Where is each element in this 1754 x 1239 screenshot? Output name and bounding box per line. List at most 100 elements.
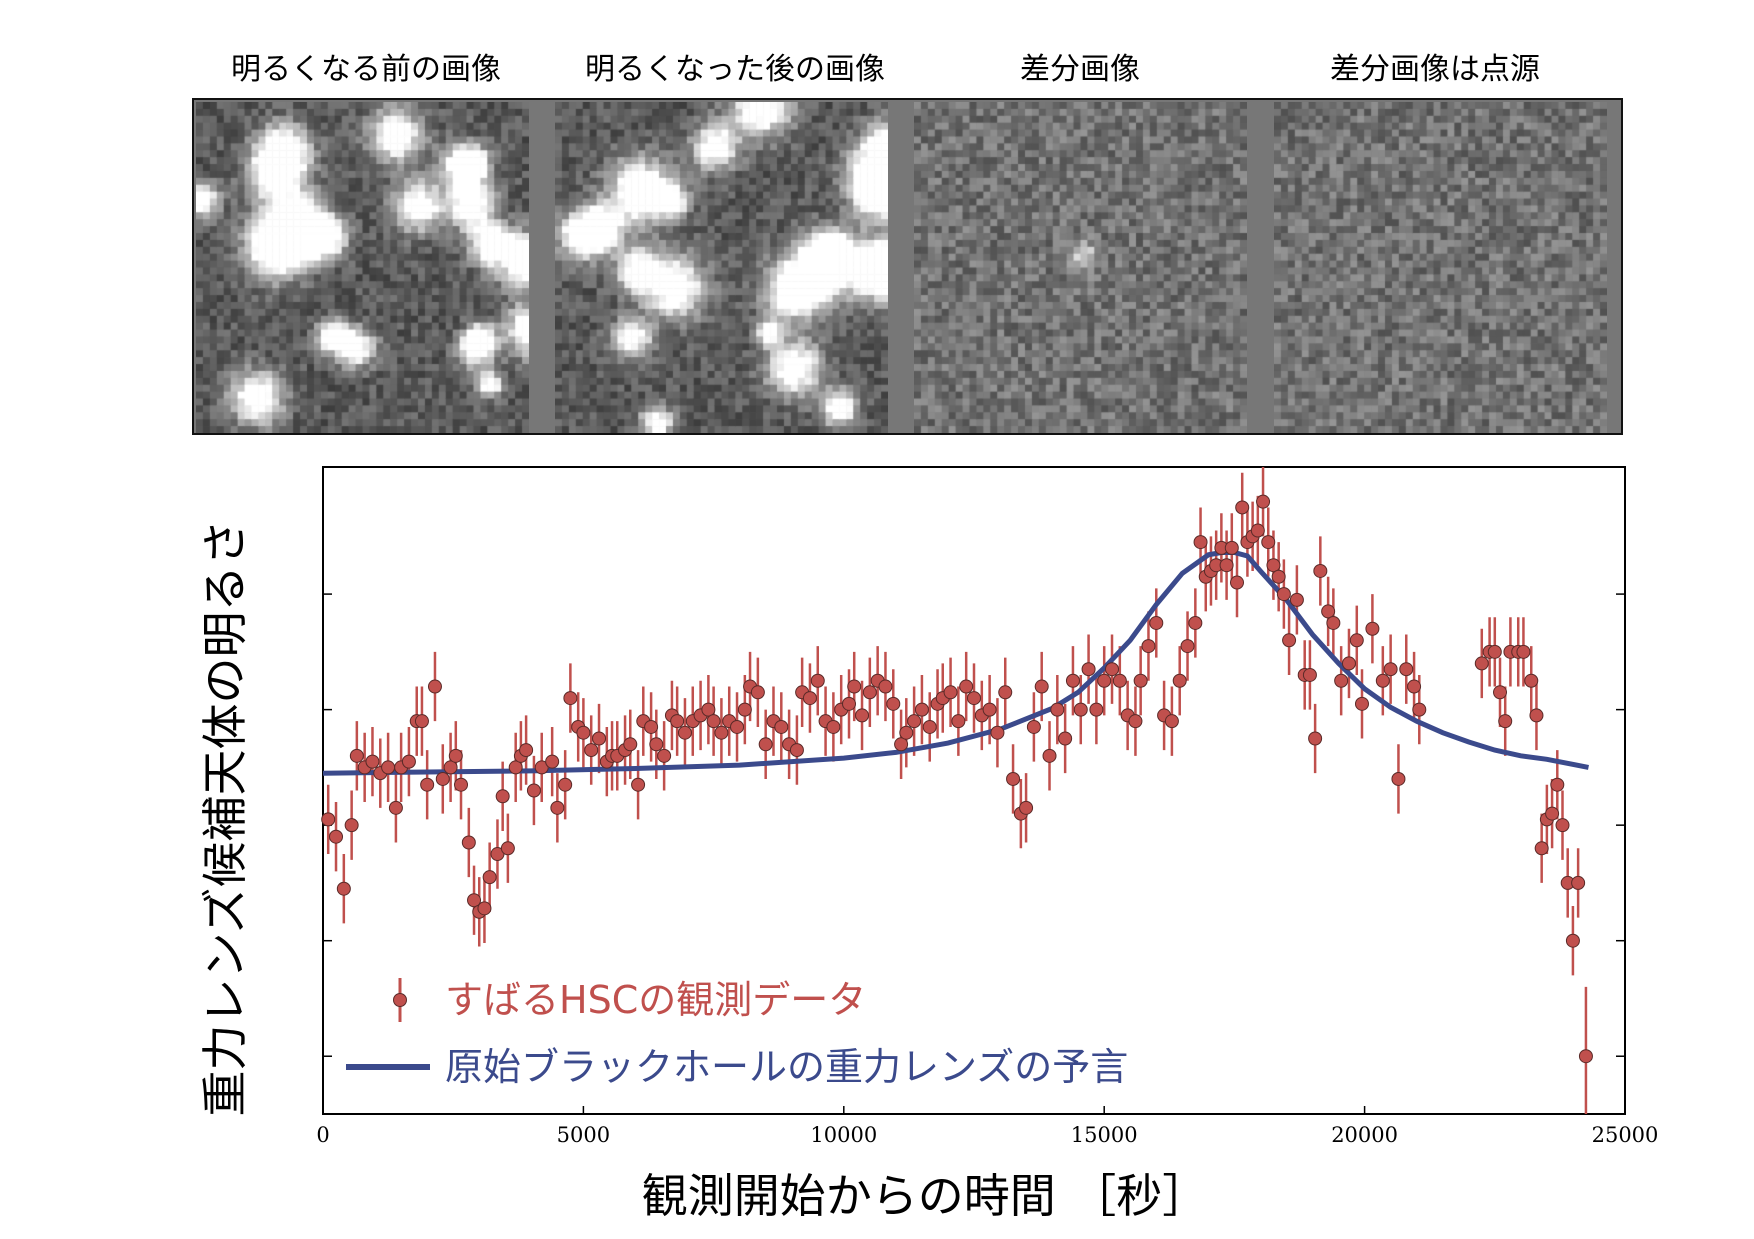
data-point xyxy=(1128,714,1143,729)
data-point xyxy=(467,893,482,908)
data-point xyxy=(1349,633,1364,648)
data-point xyxy=(670,714,685,729)
data-point xyxy=(1565,933,1580,948)
data-point xyxy=(1391,771,1406,786)
data-point xyxy=(730,719,745,734)
data-point xyxy=(706,714,721,729)
data-point xyxy=(1193,535,1208,550)
data-point xyxy=(1230,575,1245,590)
panel-title-before: 明るくなる前の画像 xyxy=(231,52,501,87)
x-tick-label: 0 xyxy=(316,1123,329,1147)
data-point xyxy=(1073,702,1088,717)
data-point xyxy=(677,725,692,740)
data-point xyxy=(1545,806,1560,821)
data-point xyxy=(1188,615,1203,630)
x-axis-label: 観測開始からの時間 ［秒］ xyxy=(641,1169,1209,1223)
data-point xyxy=(1354,696,1369,711)
data-point xyxy=(1026,719,1041,734)
data-point xyxy=(1276,587,1291,602)
data-point xyxy=(1321,604,1336,619)
data-point xyxy=(1112,673,1127,688)
data-point xyxy=(886,696,901,711)
data-point xyxy=(826,719,841,734)
data-point xyxy=(758,737,773,752)
data-point xyxy=(1534,841,1549,856)
data-point xyxy=(1550,777,1565,792)
data-point xyxy=(1341,656,1356,671)
x-tick-labels: 0 5000 10000 15000 20000 25000 xyxy=(316,1123,1658,1147)
data-point xyxy=(847,679,862,694)
data-point xyxy=(878,679,893,694)
data-point xyxy=(649,737,664,752)
legend-label-prediction: 原始ブラックホールの重力レンズの予言 xyxy=(445,1045,1128,1089)
legend-label-data: すばるHSCの観測データ xyxy=(445,978,866,1022)
data-point xyxy=(894,737,909,752)
data-point xyxy=(482,870,497,885)
data-point xyxy=(1105,662,1120,677)
data-point xyxy=(1180,639,1195,654)
data-point xyxy=(922,719,937,734)
data-point xyxy=(365,754,380,769)
data-point xyxy=(1578,1049,1593,1064)
data-point xyxy=(576,725,591,740)
data-point xyxy=(1555,818,1570,833)
image-difference xyxy=(914,102,1247,433)
data-point xyxy=(1081,662,1096,677)
data-point xyxy=(959,679,974,694)
data-point xyxy=(907,714,922,729)
data-point xyxy=(1261,535,1276,550)
data-point xyxy=(998,685,1013,700)
data-point xyxy=(714,725,729,740)
data-point xyxy=(1271,569,1286,584)
data-point xyxy=(545,754,560,769)
data-point xyxy=(1334,673,1349,688)
data-point xyxy=(774,719,789,734)
data-point xyxy=(1235,500,1250,515)
data-point xyxy=(435,771,450,786)
data-point xyxy=(1289,592,1304,607)
data-point xyxy=(1141,639,1156,654)
data-point xyxy=(381,760,396,775)
data-point xyxy=(951,714,966,729)
data-point xyxy=(623,737,638,752)
data-point xyxy=(789,743,804,758)
data-point xyxy=(344,818,359,833)
data-point xyxy=(1266,558,1281,573)
data-point xyxy=(1019,800,1034,815)
data-point xyxy=(1487,644,1502,659)
data-point xyxy=(584,743,599,758)
data-point xyxy=(1365,621,1380,636)
data-points xyxy=(321,494,1593,1064)
data-point xyxy=(420,777,435,792)
data-point xyxy=(1050,702,1065,717)
data-point xyxy=(943,685,958,700)
data-point xyxy=(414,714,429,729)
data-point xyxy=(1524,673,1539,688)
data-point xyxy=(519,743,534,758)
data-point xyxy=(737,702,752,717)
data-point xyxy=(550,800,565,815)
image-difference-point-source xyxy=(1274,102,1607,433)
data-point xyxy=(657,748,672,763)
x-tick-label: 15000 xyxy=(1071,1123,1138,1147)
panel-title-point-source: 差分画像は点源 xyxy=(1330,52,1540,87)
data-point xyxy=(321,812,336,827)
data-point xyxy=(1529,708,1544,723)
data-point xyxy=(526,783,541,798)
data-point xyxy=(810,673,825,688)
data-point xyxy=(443,760,458,775)
data-point xyxy=(644,719,659,734)
y-axis-label: 重力レンズ候補天体の明るさ xyxy=(198,519,252,1117)
x-tick-label: 5000 xyxy=(557,1123,610,1147)
data-point xyxy=(558,777,573,792)
x-tick-label: 20000 xyxy=(1331,1123,1398,1147)
image-strip xyxy=(192,98,1623,435)
data-point xyxy=(1164,714,1179,729)
data-point xyxy=(1133,673,1148,688)
data-point xyxy=(1219,558,1234,573)
data-point xyxy=(448,748,463,763)
data-point xyxy=(454,777,469,792)
data-point xyxy=(388,800,403,815)
data-point xyxy=(508,760,523,775)
